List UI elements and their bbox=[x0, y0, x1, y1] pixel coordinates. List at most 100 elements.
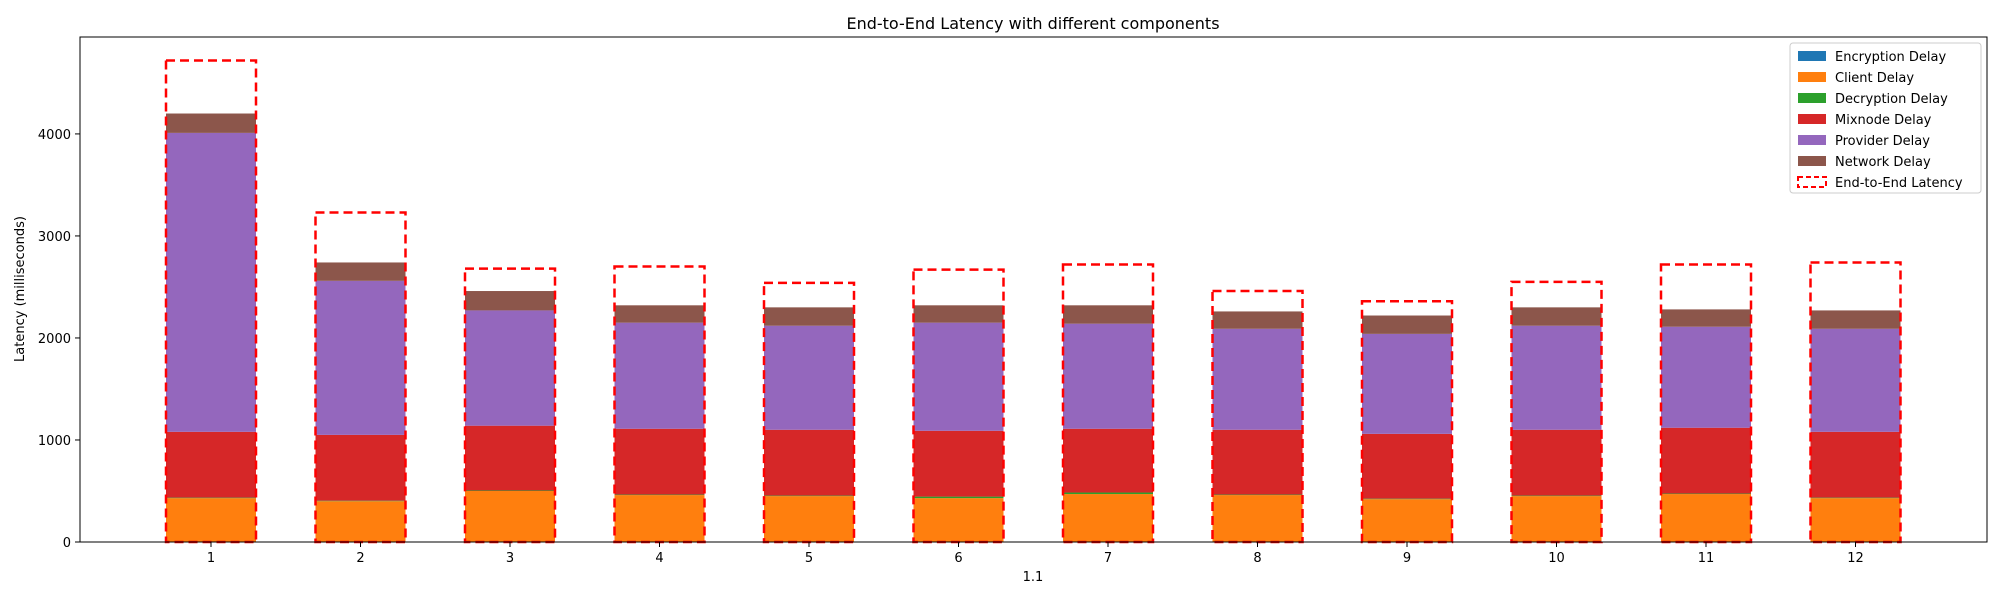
y-tick-label: 4000 bbox=[38, 128, 71, 143]
legend-swatch-client-delay bbox=[1798, 72, 1826, 82]
x-tick-label: 2 bbox=[356, 551, 364, 566]
bar-client-delay-1 bbox=[166, 498, 256, 542]
bar-mixnode-delay-12 bbox=[1811, 432, 1901, 498]
bar-decryption-delay-1 bbox=[166, 498, 256, 499]
bar-decryption-delay-8 bbox=[1213, 495, 1303, 496]
legend-swatch-encryption-delay bbox=[1798, 51, 1826, 61]
legend-label: End-to-End Latency bbox=[1835, 176, 1963, 191]
bar-network-delay-11 bbox=[1661, 309, 1751, 326]
y-tick-label: 2000 bbox=[38, 332, 71, 347]
x-tick-label: 8 bbox=[1253, 551, 1261, 566]
bar-mixnode-delay-6 bbox=[914, 431, 1004, 497]
bar-network-delay-1 bbox=[166, 114, 256, 133]
bar-network-delay-10 bbox=[1512, 307, 1602, 325]
bar-client-delay-12 bbox=[1811, 498, 1901, 542]
bar-client-delay-10 bbox=[1512, 496, 1602, 542]
bars-layer bbox=[166, 114, 1901, 542]
bar-client-delay-3 bbox=[465, 491, 555, 542]
bar-client-delay-11 bbox=[1661, 494, 1751, 542]
x-tick-label: 4 bbox=[655, 551, 663, 566]
bar-client-delay-6 bbox=[914, 498, 1004, 542]
bar-client-delay-7 bbox=[1063, 494, 1153, 542]
bar-network-delay-5 bbox=[764, 307, 854, 325]
bar-network-delay-9 bbox=[1362, 316, 1452, 334]
x-tick-label: 1 bbox=[207, 551, 215, 566]
bar-network-delay-12 bbox=[1811, 310, 1901, 328]
bar-mixnode-delay-1 bbox=[166, 432, 256, 498]
x-tick-label: 6 bbox=[954, 551, 962, 566]
x-tick-label: 5 bbox=[805, 551, 813, 566]
bar-mixnode-delay-10 bbox=[1512, 430, 1602, 496]
x-tick-label: 12 bbox=[1847, 551, 1864, 566]
y-axis: 0 1000 2000 3000 4000 bbox=[38, 128, 80, 551]
bar-decryption-delay-9 bbox=[1362, 499, 1452, 500]
y-tick-label: 0 bbox=[63, 536, 71, 551]
bar-mixnode-delay-8 bbox=[1213, 430, 1303, 495]
bar-mixnode-delay-3 bbox=[465, 426, 555, 491]
bar-provider-delay-6 bbox=[914, 323, 1004, 431]
bar-mixnode-delay-5 bbox=[764, 430, 854, 496]
legend-label: Mixnode Delay bbox=[1835, 113, 1932, 128]
bar-network-delay-4 bbox=[615, 305, 705, 322]
legend-label: Encryption Delay bbox=[1835, 50, 1947, 65]
bar-mixnode-delay-4 bbox=[615, 429, 705, 495]
bar-decryption-delay-3 bbox=[465, 490, 555, 491]
bar-provider-delay-12 bbox=[1811, 329, 1901, 432]
bar-provider-delay-3 bbox=[465, 310, 555, 425]
y-tick-label: 3000 bbox=[38, 230, 71, 245]
bar-provider-delay-8 bbox=[1213, 329, 1303, 430]
chart-title: End-to-End Latency with different compon… bbox=[846, 14, 1219, 33]
bar-provider-delay-10 bbox=[1512, 326, 1602, 430]
bar-network-delay-3 bbox=[465, 291, 555, 310]
bar-provider-delay-4 bbox=[615, 323, 705, 429]
bar-network-delay-2 bbox=[316, 262, 406, 280]
bar-mixnode-delay-2 bbox=[316, 435, 406, 501]
x-tick-label: 3 bbox=[506, 551, 514, 566]
legend-swatch-decryption-delay bbox=[1798, 93, 1826, 103]
legend-label: Network Delay bbox=[1835, 155, 1931, 170]
y-tick-label: 1000 bbox=[38, 434, 71, 449]
legend-label: Client Delay bbox=[1835, 71, 1914, 86]
bar-network-delay-6 bbox=[914, 305, 1004, 322]
bar-decryption-delay-7 bbox=[1063, 493, 1153, 495]
bar-client-delay-4 bbox=[615, 495, 705, 542]
x-tick-label: 11 bbox=[1698, 551, 1715, 566]
x-tick-label: 9 bbox=[1403, 551, 1411, 566]
bar-provider-delay-5 bbox=[764, 326, 854, 430]
legend-swatch-mixnode-delay bbox=[1798, 114, 1826, 124]
x-axis-label: 1.1 bbox=[1023, 570, 1044, 585]
bar-provider-delay-9 bbox=[1362, 334, 1452, 434]
legend-label: Decryption Delay bbox=[1835, 92, 1948, 107]
bar-provider-delay-7 bbox=[1063, 324, 1153, 429]
bar-decryption-delay-10 bbox=[1512, 496, 1602, 497]
x-tick-label: 7 bbox=[1104, 551, 1112, 566]
bar-client-delay-9 bbox=[1362, 499, 1452, 542]
bar-client-delay-5 bbox=[764, 496, 854, 542]
x-tick-label: 10 bbox=[1548, 551, 1565, 566]
legend-swatch-network-delay bbox=[1798, 156, 1826, 166]
legend-swatch-provider-delay bbox=[1798, 135, 1826, 145]
bar-decryption-delay-12 bbox=[1811, 498, 1901, 499]
bar-provider-delay-2 bbox=[316, 281, 406, 435]
bar-decryption-delay-2 bbox=[316, 501, 406, 502]
bar-decryption-delay-11 bbox=[1661, 494, 1751, 495]
bar-mixnode-delay-9 bbox=[1362, 434, 1452, 499]
legend-label: Provider Delay bbox=[1835, 134, 1930, 149]
bar-decryption-delay-5 bbox=[764, 496, 854, 497]
bar-mixnode-delay-11 bbox=[1661, 428, 1751, 494]
legend: Encryption Delay Client Delay Decryption D… bbox=[1790, 43, 1981, 193]
bar-client-delay-8 bbox=[1213, 495, 1303, 542]
end-to-end-layer bbox=[166, 60, 1901, 542]
y-axis-label: Latency (milliseconds) bbox=[13, 216, 28, 362]
bar-decryption-delay-4 bbox=[615, 495, 705, 496]
bar-provider-delay-11 bbox=[1661, 327, 1751, 428]
bar-network-delay-7 bbox=[1063, 305, 1153, 323]
bar-client-delay-2 bbox=[316, 501, 406, 542]
bar-provider-delay-1 bbox=[166, 133, 256, 432]
bar-mixnode-delay-7 bbox=[1063, 429, 1153, 493]
bar-network-delay-8 bbox=[1213, 311, 1303, 328]
bar-decryption-delay-6 bbox=[914, 497, 1004, 499]
